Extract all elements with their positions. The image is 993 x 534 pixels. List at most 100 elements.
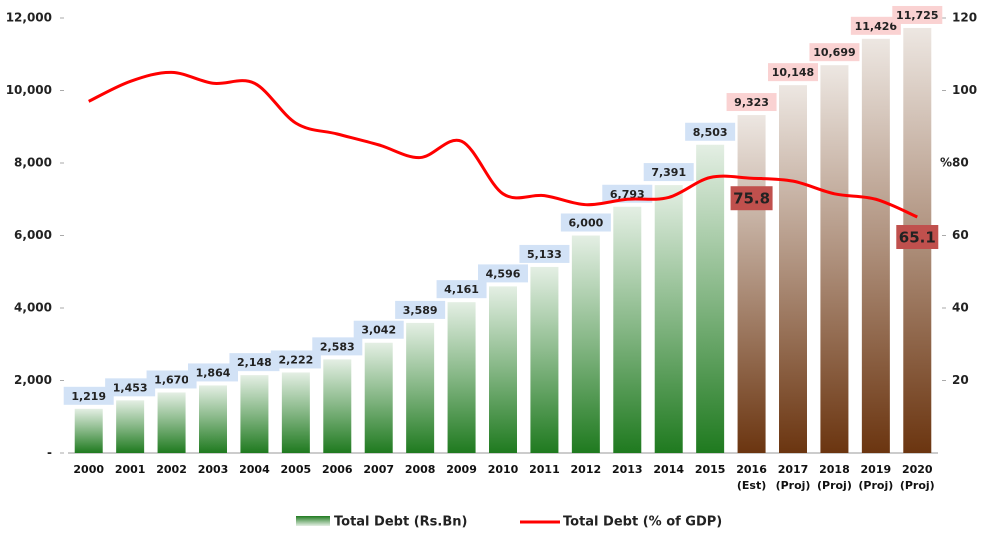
y2-tick-label: 20 xyxy=(952,373,969,387)
bar xyxy=(820,65,849,453)
value-label-box xyxy=(726,93,777,112)
y-tick-label: 6,000 xyxy=(14,228,52,242)
x-tick-label: 2020 (Proj) xyxy=(899,463,935,492)
legend-label: Total Debt (% of GDP) xyxy=(563,515,722,530)
line-label-box xyxy=(896,225,939,250)
x-tick-label: 2002 xyxy=(156,463,187,476)
bar xyxy=(447,302,476,453)
value-label: 2,222 xyxy=(278,353,313,366)
y-tick-label: 10,000 xyxy=(6,83,52,97)
x-tick-label: 2012 xyxy=(570,463,602,476)
x-tick-label: 2008 xyxy=(404,463,436,476)
y-tick-label: 2,000 xyxy=(14,373,52,387)
y-tick-label: 12,000 xyxy=(6,11,52,25)
y-tick-label: 8,000 xyxy=(14,156,52,170)
value-label: 4,161 xyxy=(444,283,479,296)
y2-axis-label: % xyxy=(940,156,952,170)
bar xyxy=(654,185,683,454)
x-tick-label: 2000 xyxy=(73,463,105,476)
value-label: 2,148 xyxy=(237,356,272,369)
value-label-box xyxy=(229,353,280,372)
line xyxy=(88,70,918,219)
bar xyxy=(489,286,517,453)
value-label: 3,042 xyxy=(361,324,396,337)
y2-tick-label: 40 xyxy=(952,301,969,315)
value-label-box xyxy=(353,320,404,339)
value-label-box xyxy=(685,122,736,141)
bar xyxy=(157,392,186,453)
value-label: 9,323 xyxy=(734,96,769,109)
value-label-box xyxy=(519,244,570,263)
bar xyxy=(199,385,227,453)
value-label: 1,670 xyxy=(154,373,189,386)
x-tick-label: 2011 xyxy=(529,463,560,476)
bar xyxy=(613,206,642,453)
bar xyxy=(116,400,145,453)
value-label: 11,426 xyxy=(855,20,898,33)
bar xyxy=(861,38,890,454)
bar xyxy=(406,322,435,453)
value-label: 1,864 xyxy=(196,366,231,379)
value-label-box xyxy=(768,63,818,82)
value-label: 10,699 xyxy=(813,46,855,59)
value-label: 7,391 xyxy=(651,166,686,179)
x-tick-label: 2016 (Est) xyxy=(736,463,767,492)
value-label-box xyxy=(270,350,321,369)
value-label-box xyxy=(395,300,446,319)
y2-tick-label: 100 xyxy=(952,83,977,97)
value-label: 1,219 xyxy=(71,390,106,403)
x-tick-label: 2007 xyxy=(363,463,395,476)
value-label: 8,503 xyxy=(693,126,728,139)
legend-label: Total Debt (Rs.Bn) xyxy=(334,515,467,530)
x-tick-label: 2009 xyxy=(446,463,477,476)
y-tick-label: - xyxy=(47,446,52,460)
value-label-box xyxy=(560,213,611,232)
bar xyxy=(323,359,352,453)
value-label-box xyxy=(892,5,943,24)
value-label: 6,000 xyxy=(568,217,603,230)
bar xyxy=(281,372,310,453)
value-label-box xyxy=(146,370,197,389)
line-label-box xyxy=(730,186,773,211)
value-label: 1,453 xyxy=(113,381,148,394)
x-tick-label: 2019 (Proj) xyxy=(858,463,894,492)
value-label: 3,589 xyxy=(403,304,438,317)
x-tick-label: 2013 xyxy=(611,463,643,476)
y2-tick-label: 60 xyxy=(952,228,969,242)
value-label: 5,133 xyxy=(527,248,562,261)
y-tick-label: 4,000 xyxy=(14,301,52,315)
bar xyxy=(737,115,766,453)
bar xyxy=(696,144,725,454)
value-label: 10,148 xyxy=(772,66,814,79)
value-label-box xyxy=(478,264,528,283)
x-tick-label: 2015 xyxy=(694,463,726,476)
line-label: 75.8 xyxy=(733,190,770,208)
bar xyxy=(779,85,807,453)
bar xyxy=(571,235,600,453)
x-tick-label: 2014 xyxy=(653,463,685,476)
y2-tick-label: 120 xyxy=(952,11,977,25)
value-label-box xyxy=(809,43,860,62)
value-label-box xyxy=(643,163,694,182)
value-label-box xyxy=(436,280,487,299)
bar xyxy=(74,408,103,453)
bar xyxy=(240,375,269,453)
value-label-box xyxy=(188,363,238,382)
x-tick-label: 2018 (Proj) xyxy=(816,463,852,492)
value-label-box xyxy=(63,386,114,405)
bar xyxy=(364,342,393,453)
x-tick-label: 2003 xyxy=(197,463,229,476)
y2-tick-label: 80 xyxy=(952,156,969,170)
x-tick-label: 2004 xyxy=(239,463,270,476)
line-label: 65.1 xyxy=(899,229,936,247)
value-label: 2,583 xyxy=(320,340,355,353)
bar xyxy=(530,266,559,453)
value-label: 4,596 xyxy=(486,267,521,280)
value-label-box xyxy=(850,16,901,35)
value-label: 11,725 xyxy=(896,9,938,22)
x-tick-label: 2017 (Proj) xyxy=(775,463,811,492)
x-tick-label: 2010 xyxy=(487,463,519,476)
legend-swatch xyxy=(296,516,330,526)
